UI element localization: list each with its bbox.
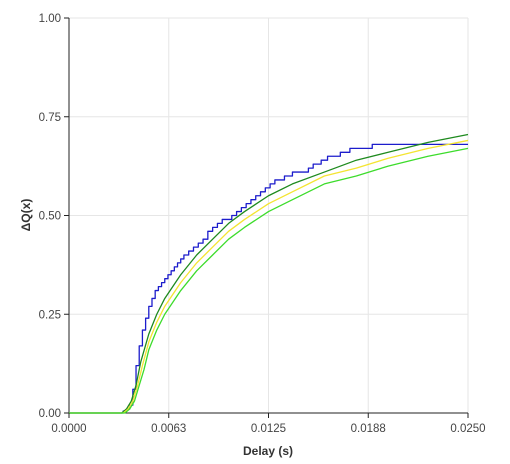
x-tick-label: 0.0000 [51,423,86,435]
y-tick-label: 0.25 [39,309,61,321]
y-axis-title: ΔQ(x) [19,199,33,232]
grid-lines [69,17,469,413]
series-lines [69,133,469,414]
x-tick-labels: 0.0000 0.0063 0.0125 0.0188 0.0250 [51,413,486,435]
series-line-2 [69,133,469,414]
x-axis-title: Delay (s) [243,444,293,458]
y-tick-label: 1.00 [39,13,61,25]
x-tick-label: 0.0188 [351,423,386,435]
x-tick-label: 0.0250 [450,423,485,435]
x-tick-label: 0.0125 [251,423,286,435]
y-tick-label: 0.50 [39,211,61,223]
series-line-3 [69,139,469,414]
series-line-4 [69,147,469,414]
y-tick-label: 0.00 [39,408,61,420]
y-tick-labels: 0.00 0.25 0.50 0.75 1.00 [39,13,69,420]
x-tick-label: 0.0063 [151,423,186,435]
series-line-1 [69,143,468,414]
y-tick-label: 0.75 [39,112,61,124]
